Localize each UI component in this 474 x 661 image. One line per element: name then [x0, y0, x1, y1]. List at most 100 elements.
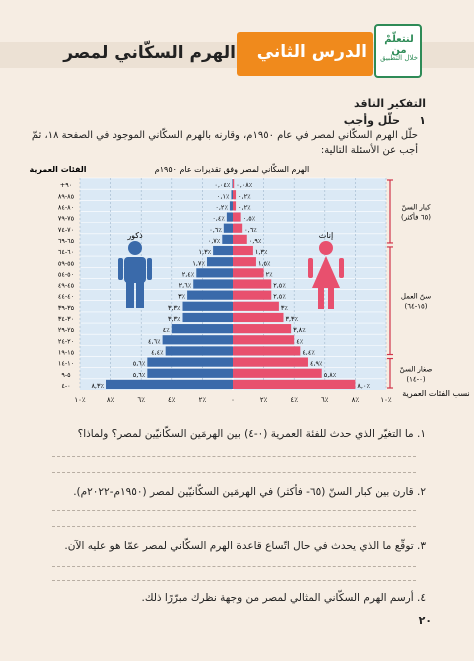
male-value-label: ٥,٦٪ — [133, 371, 146, 379]
age-group-label: ٢٠-٢٤ — [58, 337, 74, 345]
logo-main-text: لنتعلّمْ من — [384, 34, 414, 56]
male-bar — [147, 357, 233, 367]
bar-labels: ٨,٣٪ ٨,٠٪٥,٦٪ ٥,٨٪٥,٦٪ ٤,٩٪٤,٤٪ ٤,٤٪٤,٦٪ ٤٪٤٪… — [91, 181, 370, 390]
female-value-label: ٢٪ — [266, 270, 274, 278]
answer-line[interactable] — [52, 472, 416, 473]
age-group-brackets: كبار السنّ(٦٥ فأكثر) سنّ العمل (١٥-٦٤) صغار… — [387, 179, 433, 389]
male-value-label: ٥,٦٪ — [133, 360, 146, 368]
female-value-label: ١,٥٪ — [258, 259, 271, 267]
male-value-label: ٠,٤٪ — [212, 215, 225, 223]
female-value-label: ٢,٥٪ — [273, 282, 286, 290]
female-value-label: ٨,٠٪ — [357, 382, 370, 390]
male-bar — [193, 279, 233, 289]
female-bar — [233, 201, 237, 211]
female-value-label: ٢,٥٪ — [273, 293, 286, 301]
age-group-label: ٨٠-٨٤ — [58, 203, 74, 211]
page-title: الهرم السكّاني لمصر — [63, 43, 236, 63]
female-value-label: ٠,٥٪ — [243, 215, 256, 223]
age-group-name: سنّ العمل — [401, 293, 431, 301]
age-group-label: ٧٥-٧٩ — [58, 215, 75, 223]
male-bar — [206, 257, 233, 267]
age-group-label: ٧٠-٧٤ — [58, 226, 74, 234]
logo-sub-text: خلال التطبيق — [380, 54, 418, 62]
age-group-name: كبار السنّ — [402, 203, 432, 211]
female-figure-icon — [308, 241, 344, 309]
answer-line[interactable] — [52, 510, 416, 511]
male-bar — [232, 179, 233, 189]
age-group-label: ٥٠-٥٤ — [58, 270, 74, 278]
male-value-label: ٣,٣٪ — [168, 304, 181, 312]
male-value-label: ٣٪ — [178, 293, 186, 301]
male-value-label: ٨,٣٪ — [91, 382, 104, 390]
female-value-label: ٠,٩٪ — [249, 237, 262, 245]
age-group-label: ١٥-١٩ — [58, 349, 75, 357]
age-group-label: ٥٥-٥٩ — [58, 259, 75, 267]
age-group-name: صغار السنّ — [400, 365, 433, 373]
x-tick-label: ٤٪ — [290, 396, 298, 404]
percent-axis-label: نسب الفئات العمرية — [402, 389, 469, 398]
chart-title: الهرم السكّاني لمصر وفق تقديرات عام ١٩٥٠… — [155, 164, 309, 174]
female-value-label: ٤٪ — [296, 337, 304, 345]
female-bar — [233, 234, 247, 244]
age-group-range: (٦٥ فأكثر) — [401, 211, 431, 221]
male-value-label: ١,٧٪ — [192, 259, 205, 267]
male-bar — [106, 379, 233, 389]
answer-line[interactable] — [52, 456, 416, 457]
male-bar — [229, 201, 233, 211]
age-group-label: ٣٠-٣٤ — [58, 315, 74, 323]
answer-line[interactable] — [52, 526, 416, 527]
age-group-label: ٠-٤ — [61, 382, 70, 390]
answer-line[interactable] — [52, 566, 416, 567]
axis-ticks: ١٠٪ ٨٪ ٦٪ ٤٪ ٢٪ ٠ ٢٪ ٤٪ ٦٪ ٨٪ ١٠٪ ٠-٤ ٥-٩ ١٠-١٤ ١٥-١٩ ٢… — [58, 181, 392, 404]
female-value-label: ٣,٨٪ — [293, 326, 306, 334]
age-group-label: +٩٠ — [60, 181, 72, 189]
female-bar — [233, 346, 301, 356]
question-1: ١. ما التغيّر الذي حدث للفئة العمرية (٠-… — [77, 428, 426, 440]
female-value-label: ١,٣٪ — [255, 248, 268, 256]
male-value-label: ٠,٠٤٪ — [214, 181, 231, 189]
male-bar — [223, 223, 233, 233]
female-value-label: ٠,٦٪ — [244, 226, 257, 234]
female-bar — [233, 212, 241, 222]
female-bar — [233, 290, 272, 300]
age-group-label: ٤٠-٤٤ — [58, 293, 74, 301]
female-value-label: ٤,٤٪ — [302, 349, 315, 357]
male-bar — [231, 190, 233, 200]
age-group-label: ٣٥-٣٩ — [58, 304, 75, 312]
male-bar — [196, 268, 233, 278]
age-group-label: ٦٥-٦٩ — [58, 237, 75, 245]
x-tick-label: ٦٪ — [137, 396, 145, 404]
age-axis-label: الفئات العمرية — [29, 165, 86, 174]
x-tick-label: ٢٪ — [260, 396, 268, 404]
female-bar — [233, 257, 256, 267]
x-tick-label: ٨٪ — [352, 396, 360, 404]
male-label: ذكور — [126, 231, 143, 240]
male-value-label: ٠,١٪ — [217, 192, 230, 200]
male-value-label: ٠,٧٪ — [208, 237, 221, 245]
x-tick-label: ٨٪ — [107, 396, 115, 404]
female-bar — [233, 357, 308, 367]
female-value-label: ٠,٢٪ — [238, 192, 251, 200]
age-group-label: ٤٥-٤٩ — [58, 282, 75, 290]
male-value-label: ٣,٣٪ — [168, 315, 181, 323]
page-number: ٢٠ — [418, 614, 432, 627]
female-value-label: ٣٪ — [281, 304, 289, 312]
x-tick-label: ٢٪ — [199, 396, 207, 404]
question-2: ٢. قارن بين كبار السنّ (٦٥- فأكثر) في ال… — [73, 486, 426, 498]
female-bar — [233, 268, 264, 278]
male-bar — [162, 335, 233, 345]
male-bar — [226, 212, 233, 222]
female-bar — [233, 179, 235, 189]
male-bar — [213, 245, 233, 256]
item-number: ١ — [419, 114, 426, 127]
female-value-label: ٤,٩٪ — [310, 360, 323, 368]
age-group-label: ٦٠-٦٤ — [58, 248, 74, 256]
answer-line[interactable] — [52, 580, 416, 581]
x-tick-label: ٦٪ — [321, 396, 329, 404]
x-tick-label: ٤٪ — [168, 396, 176, 404]
male-value-label: ٢,٦٪ — [179, 282, 192, 290]
female-bar — [233, 368, 322, 378]
male-value-label: ٠,٢٪ — [215, 203, 228, 211]
male-value-label: ٢,٤٪ — [182, 270, 195, 278]
female-bar — [233, 312, 284, 323]
